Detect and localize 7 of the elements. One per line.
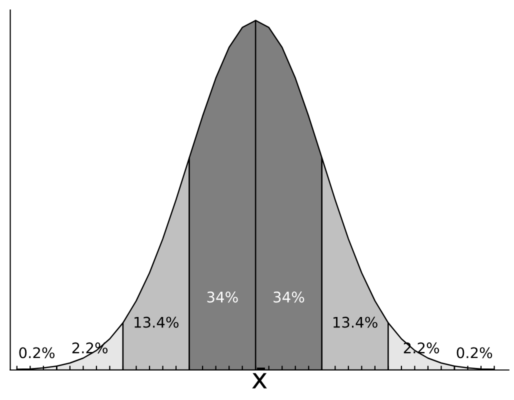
annotation: 13.4%: [333, 316, 378, 328]
x-axis-title: x̄: [252, 368, 267, 388]
annotation: 0.2%: [456, 347, 492, 358]
annotation: 0.2%: [19, 347, 55, 358]
annotation: 34%: [274, 292, 304, 303]
annotation: 13.4%: [134, 316, 178, 328]
annotation: 34%: [207, 292, 238, 303]
